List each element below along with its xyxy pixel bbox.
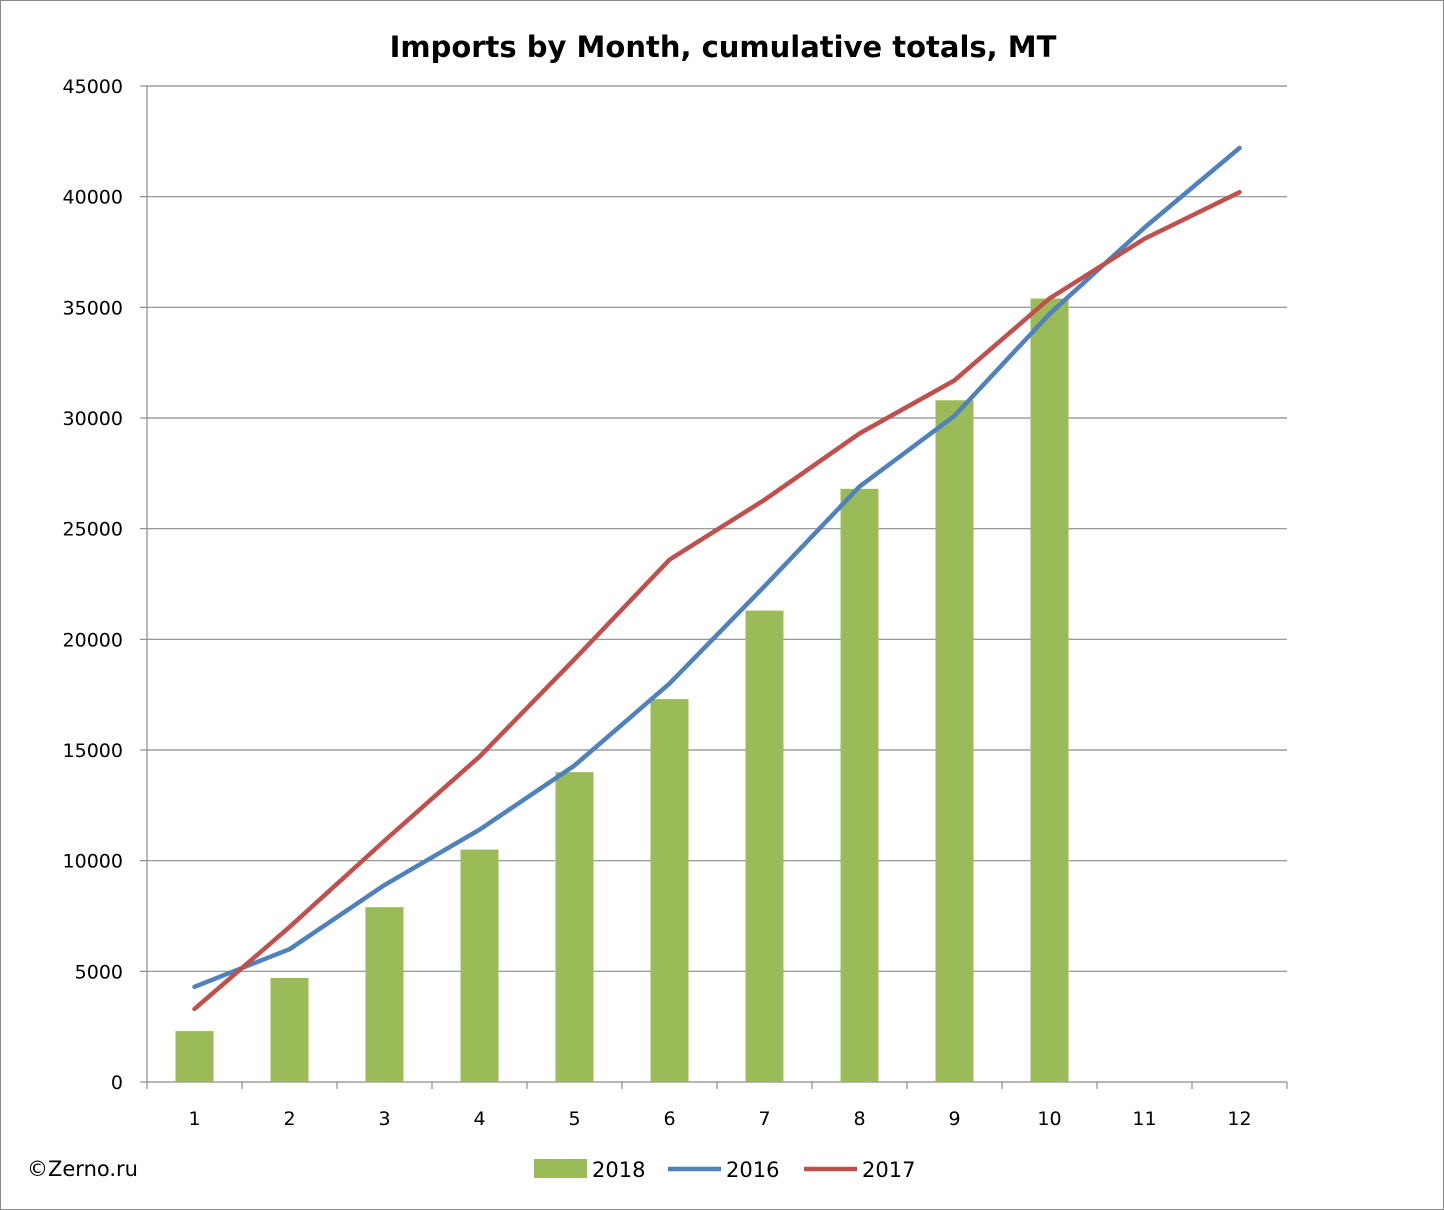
line-2017 (192, 189, 1242, 1012)
legend-label-2016: 2016 (726, 1158, 779, 1182)
y-tick-label: 45000 (63, 76, 123, 98)
legend: 2018 2016 2017 (534, 1158, 915, 1182)
y-tick-label: 10000 (63, 851, 123, 873)
x-tick-label: 3 (378, 1108, 390, 1130)
line-series (192, 145, 1242, 1012)
bar-2018-10 (1030, 298, 1069, 1083)
bar-2018-2 (270, 977, 309, 1082)
x-tick-label: 5 (568, 1108, 580, 1130)
x-axis: 1 2 3 4 5 6 7 8 9 10 11 12 (146, 1081, 1288, 1130)
bar-2018-8 (840, 488, 879, 1082)
y-tick-label: 25000 (63, 519, 123, 541)
legend-label-2017: 2017 (862, 1158, 915, 1182)
x-tick-label: 7 (758, 1108, 770, 1130)
x-tick-label: 10 (1037, 1108, 1061, 1130)
x-tick-label: 8 (853, 1108, 865, 1130)
y-tick-label: 40000 (63, 187, 123, 209)
x-tick-label: 11 (1132, 1108, 1156, 1130)
x-tick-label: 4 (473, 1108, 485, 1130)
credit-text: ©Zerno.ru (27, 1157, 138, 1181)
y-tick-label: 15000 (63, 740, 123, 762)
y-tick-label: 0 (111, 1072, 123, 1094)
bar-2018-6 (650, 699, 689, 1082)
x-tick-label: 9 (948, 1108, 960, 1130)
x-tick-label: 12 (1227, 1108, 1251, 1130)
y-tick-label: 35000 (63, 297, 123, 319)
chart-title: Imports by Month, cumulative totals, MT (390, 30, 1057, 64)
bar-series (175, 298, 1069, 1083)
bar-2018-5 (555, 772, 594, 1082)
bar-2018-4 (460, 849, 499, 1082)
line-2016 (192, 145, 1242, 990)
legend-swatch-2018 (534, 1159, 587, 1178)
bar-2018-9 (935, 400, 974, 1082)
legend-label-2018: 2018 (592, 1158, 645, 1182)
y-tick-label: 5000 (75, 961, 123, 983)
y-tick-label: 20000 (63, 629, 123, 651)
bar-2018-1 (175, 1031, 214, 1082)
y-tick-label: 30000 (63, 408, 123, 430)
bar-2018-7 (745, 610, 784, 1082)
x-tick-label: 1 (188, 1108, 200, 1130)
y-axis: 0 5000 10000 15000 20000 25000 30000 35000 40000… (63, 76, 148, 1094)
x-tick-label: 2 (283, 1108, 295, 1130)
x-tick-label: 6 (663, 1108, 675, 1130)
bar-2018-3 (365, 907, 404, 1082)
